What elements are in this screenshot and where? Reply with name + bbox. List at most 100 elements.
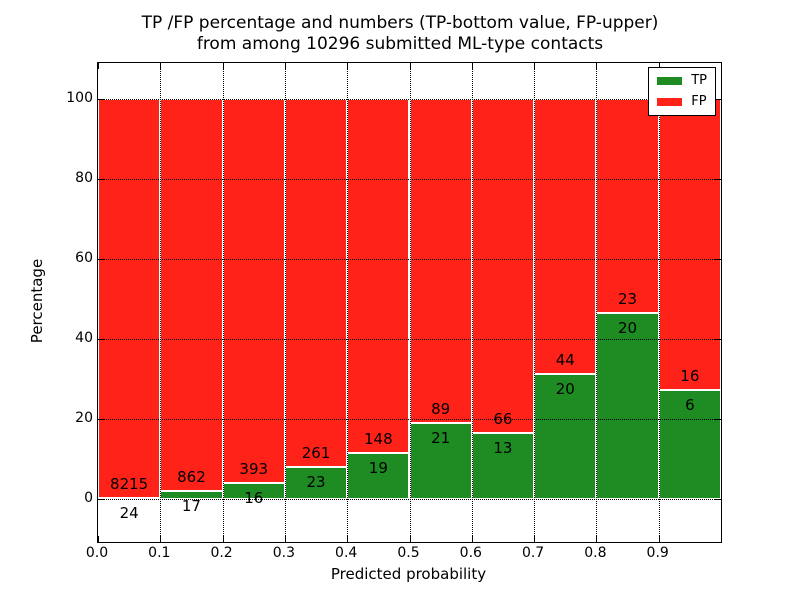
- legend-swatch-fp: [657, 98, 683, 106]
- chart-title-line1: TP /FP percentage and numbers (TP-bottom…: [141, 13, 659, 33]
- bar-tp: [658, 389, 721, 499]
- grid-line-horizontal: [98, 179, 721, 180]
- x-axis-label: Predicted probability: [330, 565, 487, 583]
- x-tick-mark: [222, 63, 224, 69]
- legend-swatch-tp: [657, 77, 683, 85]
- fp-count-label: 148: [364, 430, 393, 449]
- x-tick-mark: [347, 536, 349, 542]
- tp-count-label: 17: [181, 497, 201, 516]
- y-tick-label: 40: [75, 330, 93, 346]
- fp-count-label: 16: [680, 366, 700, 385]
- legend-label-fp: FP: [691, 94, 707, 109]
- x-tick-mark: [534, 63, 536, 69]
- grid-line-horizontal: [98, 499, 721, 500]
- fp-count-label: 44: [555, 351, 575, 369]
- y-tick-mark: [715, 499, 721, 500]
- bar-tp: [409, 422, 472, 499]
- tp-count-label: 19: [368, 459, 388, 478]
- x-tick-label: 0.9: [646, 545, 669, 561]
- bar-fp: [98, 99, 161, 498]
- x-tick-mark: [409, 536, 411, 542]
- x-tick-mark: [160, 536, 162, 542]
- legend-label-tp: TP: [691, 73, 707, 88]
- x-tick-label: 0.3: [272, 545, 296, 561]
- legend-item-tp: TP: [657, 74, 707, 88]
- bar-tp: [596, 312, 659, 499]
- bar-fp: [658, 99, 721, 390]
- grid-line-vertical: [222, 63, 224, 542]
- fp-count-label: 261: [301, 443, 331, 462]
- grid-line-vertical: [347, 63, 349, 542]
- x-tick-mark: [284, 536, 286, 542]
- x-tick-mark: [347, 63, 349, 69]
- grid-line-horizontal: [98, 99, 721, 100]
- y-tick-mark: [98, 99, 104, 100]
- chart-title: TP /FP percentage and numbers (TP-bottom…: [0, 13, 800, 55]
- bar-fp: [409, 99, 472, 423]
- y-tick-label: 20: [75, 410, 93, 426]
- x-tick-mark: [98, 63, 99, 69]
- x-tick-mark: [471, 63, 473, 69]
- fp-count-label: 862: [177, 468, 206, 487]
- bar-fp: [284, 99, 348, 467]
- x-tick-label: 0.6: [459, 545, 482, 561]
- y-tick-mark: [715, 419, 721, 420]
- grid-line-horizontal: [98, 419, 721, 420]
- x-tick-label: 0.2: [210, 545, 233, 561]
- bar-fp: [596, 99, 659, 313]
- grid-line-vertical: [409, 63, 411, 542]
- fp-count-label: 66: [493, 410, 513, 429]
- x-tick-mark: [160, 63, 162, 69]
- y-tick-mark: [715, 99, 721, 100]
- y-tick-mark: [715, 339, 721, 340]
- y-tick-mark: [98, 339, 104, 340]
- y-tick-mark: [715, 179, 721, 180]
- x-tick-mark: [409, 63, 411, 69]
- bar-fp: [222, 99, 285, 484]
- tp-count-label: 24: [119, 503, 139, 522]
- x-tick-label: 0.1: [148, 545, 171, 561]
- tp-count-label: 6: [685, 395, 695, 414]
- x-tick-mark: [284, 63, 286, 69]
- bar-fp: [347, 99, 410, 454]
- tp-count-label: 20: [617, 318, 638, 337]
- y-tick-label: 0: [84, 490, 93, 506]
- plot-area: TP FP 8215 24 862 17 393 16 261 23 148 19 89 21 66 13…: [97, 62, 722, 543]
- grid-line-vertical: [284, 63, 286, 542]
- grid-line-vertical: [658, 63, 660, 542]
- bar-tp: [347, 453, 410, 499]
- y-tick-mark: [98, 499, 104, 500]
- y-tick-label: 100: [66, 90, 93, 106]
- chart-title-line2: from among 10296 submitted ML-type conta…: [196, 34, 604, 54]
- legend-item-fp: FP: [657, 95, 707, 109]
- grid-line-vertical: [596, 63, 598, 542]
- y-tick-label: 80: [75, 170, 93, 186]
- tp-count-label: 23: [306, 472, 326, 491]
- x-tick-mark: [471, 536, 473, 542]
- bar-tp: [471, 433, 535, 499]
- y-tick-mark: [98, 179, 104, 180]
- bar-fp: [160, 99, 223, 492]
- fp-count-label: 8215: [110, 474, 149, 493]
- grid-line-horizontal: [98, 339, 721, 340]
- x-tick-label: 0.0: [85, 545, 109, 561]
- x-tick-mark: [596, 63, 598, 69]
- x-tick-label: 0.4: [335, 545, 358, 561]
- y-axis-label: Percentage: [28, 258, 46, 344]
- grid-line-vertical: [534, 63, 536, 542]
- x-tick-label: 0.5: [397, 545, 420, 561]
- tp-count-label: 13: [493, 439, 513, 458]
- bar-tp: [284, 466, 348, 499]
- x-tick-mark: [658, 63, 660, 69]
- bar-fp: [534, 99, 597, 374]
- y-tick-label: 60: [75, 250, 93, 266]
- fp-count-label: 393: [239, 460, 269, 479]
- tp-count-label: 21: [431, 428, 451, 447]
- fp-count-label: 89: [431, 399, 451, 418]
- legend: TP FP: [648, 67, 716, 116]
- y-tick-mark: [715, 259, 721, 260]
- x-tick-mark: [98, 536, 99, 542]
- x-tick-mark: [222, 536, 224, 542]
- x-tick-mark: [534, 536, 536, 542]
